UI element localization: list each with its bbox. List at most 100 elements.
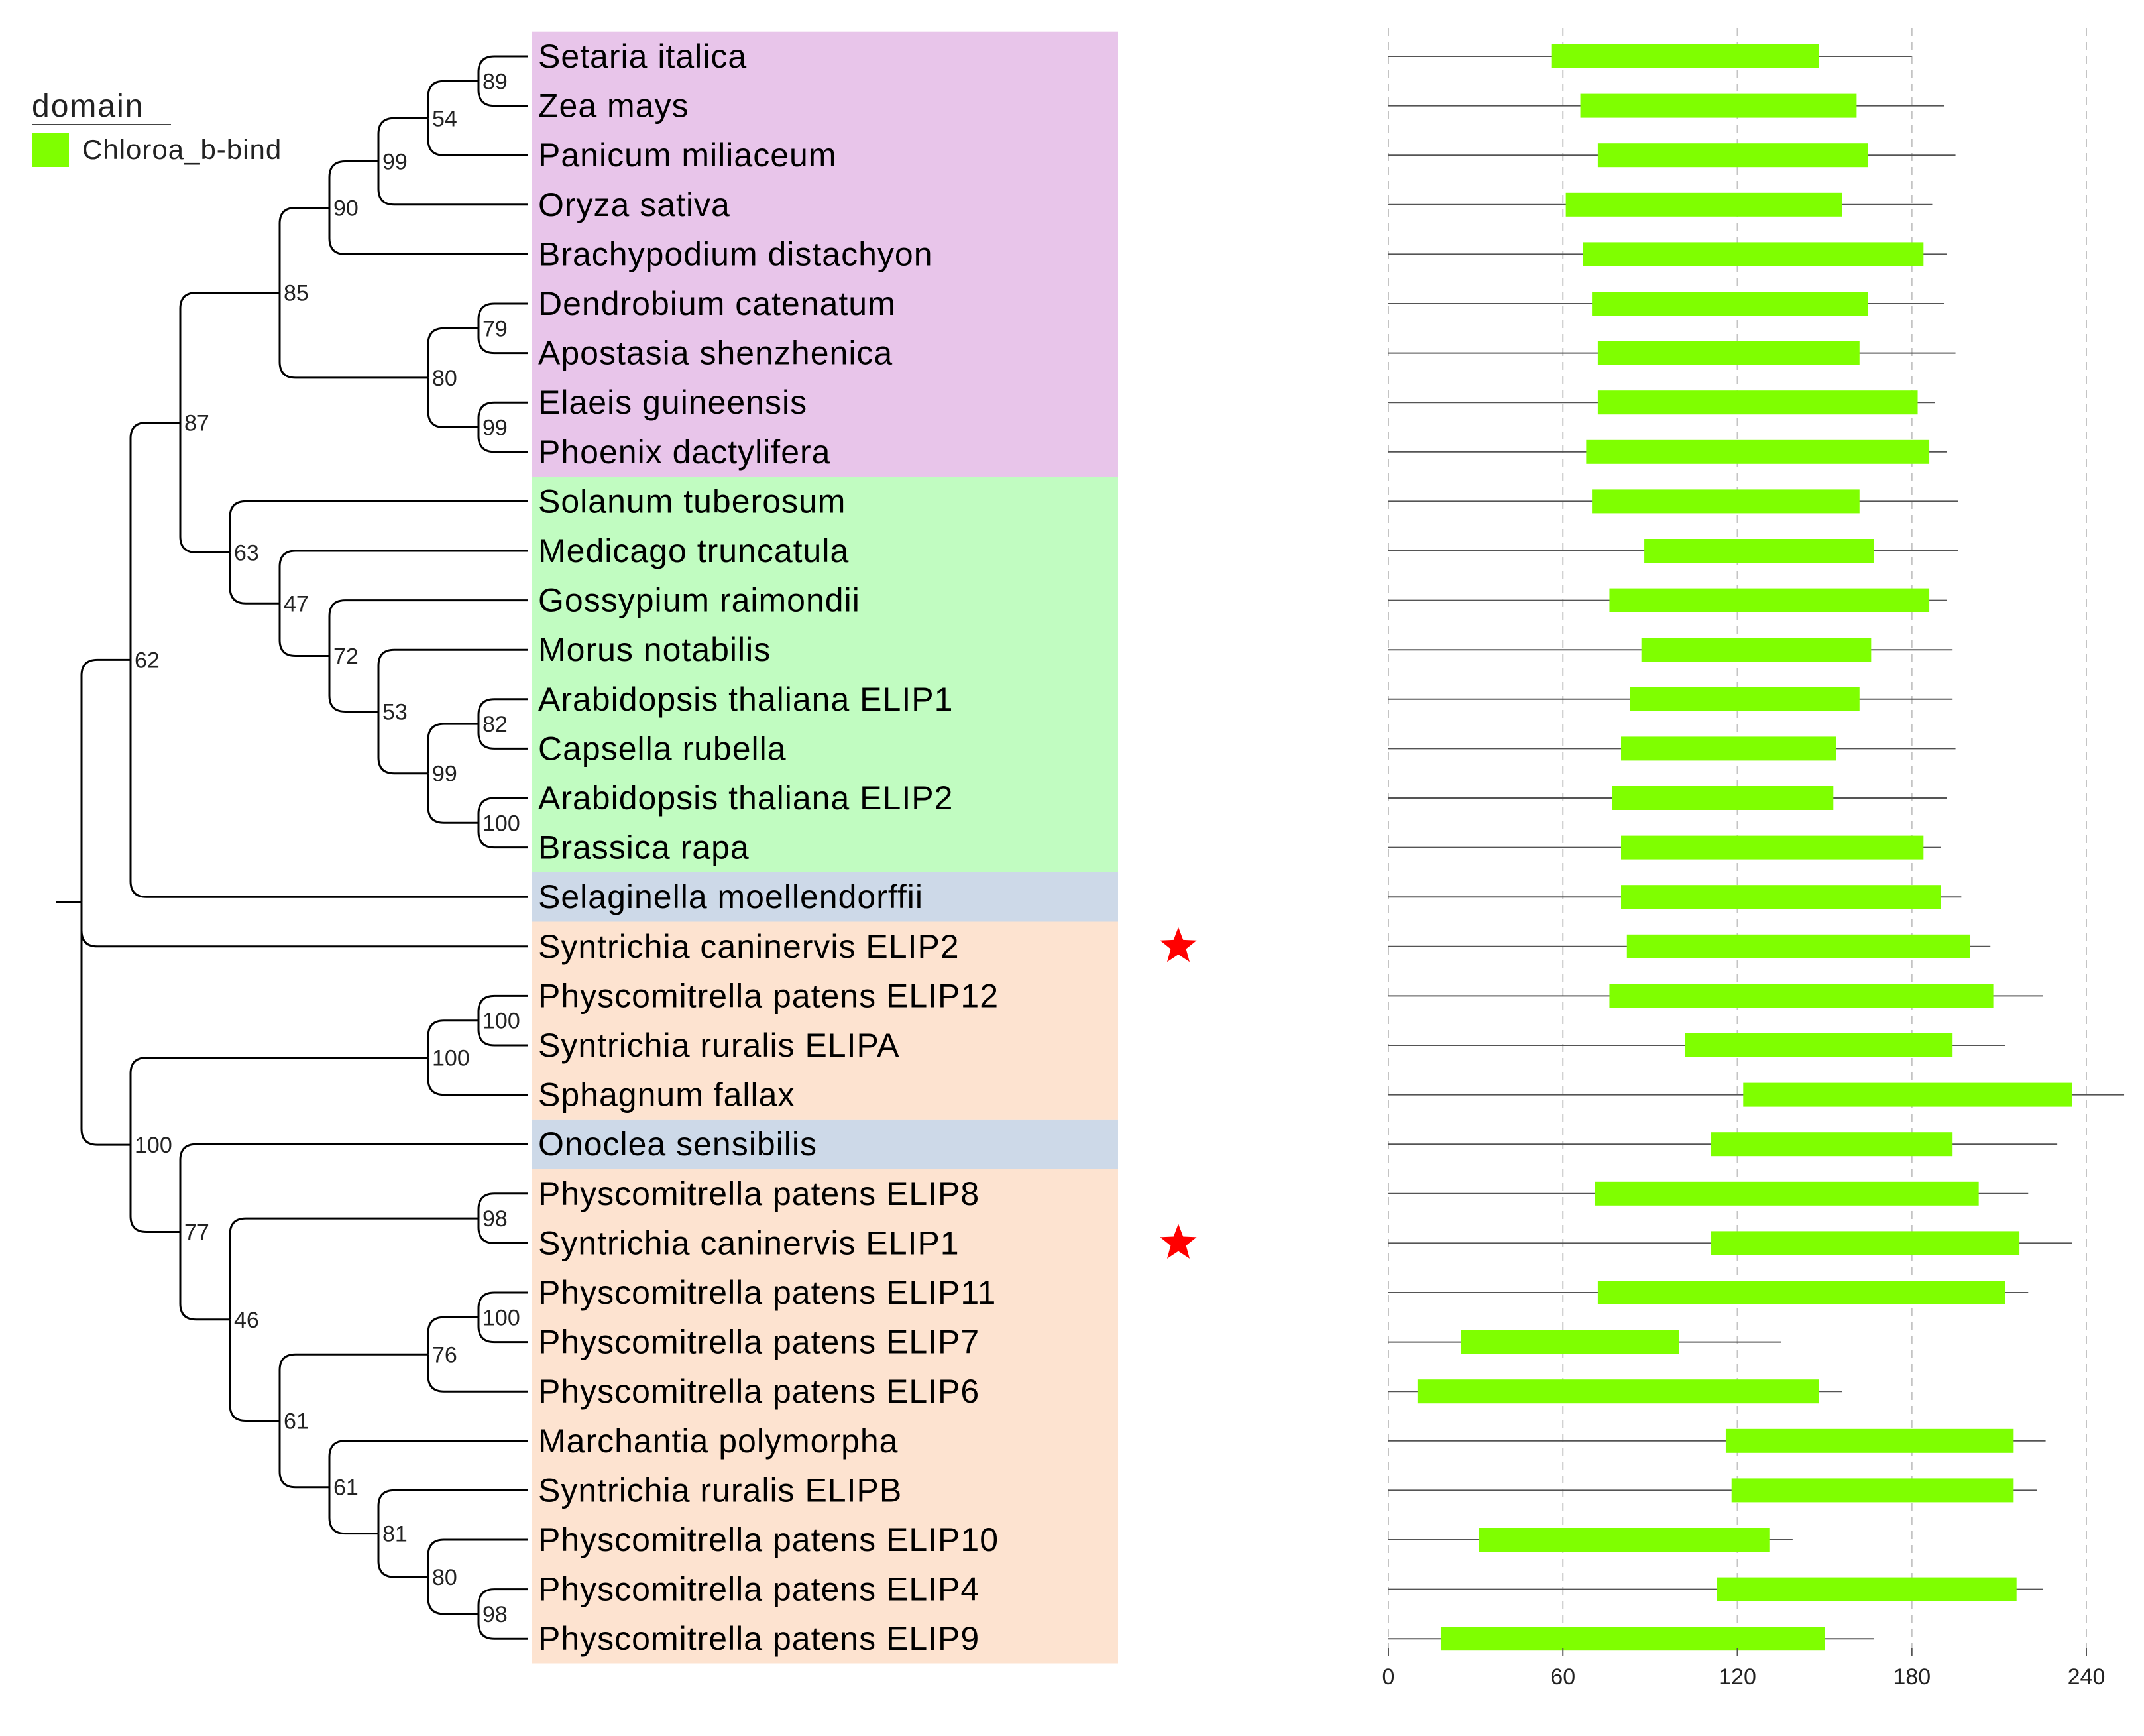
taxon-label: Arabidopsis thaliana ELIP1 (538, 681, 953, 718)
bootstrap-value: 61 (284, 1409, 309, 1434)
tree-branch (477, 823, 528, 849)
domain-block (1417, 1379, 1819, 1404)
domain-block (1592, 489, 1860, 514)
star-icon (1160, 1224, 1197, 1259)
tree-branch (278, 550, 528, 604)
bootstrap-value: 98 (482, 1206, 508, 1232)
tree-branch (477, 81, 528, 107)
tree-branch (477, 1291, 528, 1318)
tree-branch (328, 599, 528, 656)
bootstrap-value: 80 (432, 1565, 457, 1590)
bootstrap-value: 85 (284, 281, 309, 306)
legend-label-chloroa: Chloroa_b-bind (82, 134, 282, 165)
bootstrap-value: 79 (482, 316, 508, 341)
domain-block (1621, 736, 1836, 761)
bootstrap-value: 81 (382, 1522, 408, 1547)
domain-block (1609, 588, 1930, 612)
tree-branch (427, 1538, 528, 1577)
taxon-label: Medicago truncatula (538, 532, 849, 569)
clade-box-eudicots (532, 477, 1118, 872)
domain-block (1597, 1281, 2005, 1304)
taxon-label: Sphagnum fallax (538, 1076, 795, 1114)
bootstrap-value: 90 (333, 196, 359, 221)
tree-branch (477, 1317, 528, 1344)
star-icon (1160, 927, 1197, 962)
bootstrap-value: 100 (482, 1305, 520, 1330)
taxon-labels: Setaria italica Zea mays Panicum miliaceum… (538, 38, 999, 1657)
bootstrap-value: 100 (135, 1133, 172, 1158)
protein-tracks (1388, 44, 2125, 1651)
domain-block (1565, 192, 1842, 217)
tree-branch (229, 552, 280, 605)
domain-block (1717, 1577, 2017, 1601)
chart-x-axis: 0 60 120 180 240 (1382, 1648, 2105, 1690)
taxon-label: Physcomitrella patens ELIP9 (538, 1620, 980, 1657)
taxon-label: Physcomitrella patens ELIP7 (538, 1324, 980, 1361)
tree-branch (80, 902, 131, 1146)
domain-block (1641, 638, 1872, 662)
taxon-label: Dendrobium catenatum (538, 285, 896, 322)
tree-branch (229, 1217, 479, 1320)
domain-block (1626, 934, 1970, 958)
bootstrap-value: 63 (234, 540, 259, 565)
bootstrap-value: 99 (432, 762, 457, 787)
bootstrap-value: 54 (432, 106, 457, 131)
tree-branch (477, 1020, 528, 1047)
tree-branch (477, 1218, 528, 1244)
tree-branch (129, 1057, 428, 1145)
bootstrap-value: 72 (333, 644, 359, 669)
taxon-label: Gossypium raimondii (538, 582, 860, 619)
clade-box-monocots (532, 31, 1118, 477)
domain-block (1597, 143, 1868, 168)
bootstrap-value: 82 (482, 712, 508, 737)
domain-block (1597, 390, 1918, 415)
axis-tick-label: 120 (1719, 1664, 1756, 1690)
domain-block (1586, 439, 1930, 464)
tree-branch (278, 1353, 428, 1421)
bootstrap-value: 61 (333, 1476, 359, 1501)
tree-branch (477, 55, 528, 82)
domain-block (1551, 44, 1819, 68)
bootstrap-value: 99 (382, 150, 408, 175)
domain-block (1725, 1428, 2014, 1453)
tree-branch (477, 427, 528, 453)
bootstrap-value: 76 (432, 1342, 457, 1367)
tree-branch (477, 1588, 528, 1614)
bootstrap-value: 87 (184, 411, 209, 436)
tree-branch (278, 1420, 329, 1489)
bootstrap-value: 99 (482, 416, 508, 441)
domain-block (1711, 1132, 1953, 1157)
domain-block (1743, 1082, 2072, 1107)
taxon-label: Brachypodium distachyon (538, 235, 933, 272)
taxon-label: Physcomitrella patens ELIP8 (538, 1175, 980, 1212)
tree-branch (229, 1319, 280, 1422)
bootstrap-value: 100 (482, 1009, 520, 1034)
taxon-label: Physcomitrella patens ELIP12 (538, 977, 999, 1014)
domain-block (1592, 292, 1868, 316)
domain-block (1630, 687, 1860, 711)
taxon-label: Physcomitrella patens ELIP6 (538, 1373, 980, 1410)
tree-branch (377, 161, 528, 206)
tree-branch (477, 797, 528, 823)
clade-box-bryophytes-a (532, 921, 1118, 1120)
tree-branch (129, 422, 180, 660)
tree-branch (278, 603, 329, 658)
domain-block (1479, 1528, 1770, 1552)
legend-swatch-chloroa (32, 133, 69, 167)
domain-block (1440, 1627, 1825, 1651)
tree-branch (477, 401, 528, 428)
taxon-label: Elaeis guineensis (538, 384, 807, 421)
clade-box-lycophyte (532, 872, 1118, 922)
taxon-label: Physcomitrella patens ELIP10 (538, 1521, 999, 1558)
domain-block (1461, 1330, 1679, 1354)
tree-branch (278, 292, 428, 379)
bootstrap-value: 80 (432, 366, 457, 391)
tree-branch (477, 1613, 528, 1640)
tree-branch (179, 422, 230, 553)
domain-block (1621, 885, 1941, 909)
axis-tick-label: 60 (1550, 1664, 1575, 1690)
domain-block (1583, 242, 1924, 266)
tree-branch (427, 1576, 479, 1615)
tree-branch (328, 1487, 378, 1535)
